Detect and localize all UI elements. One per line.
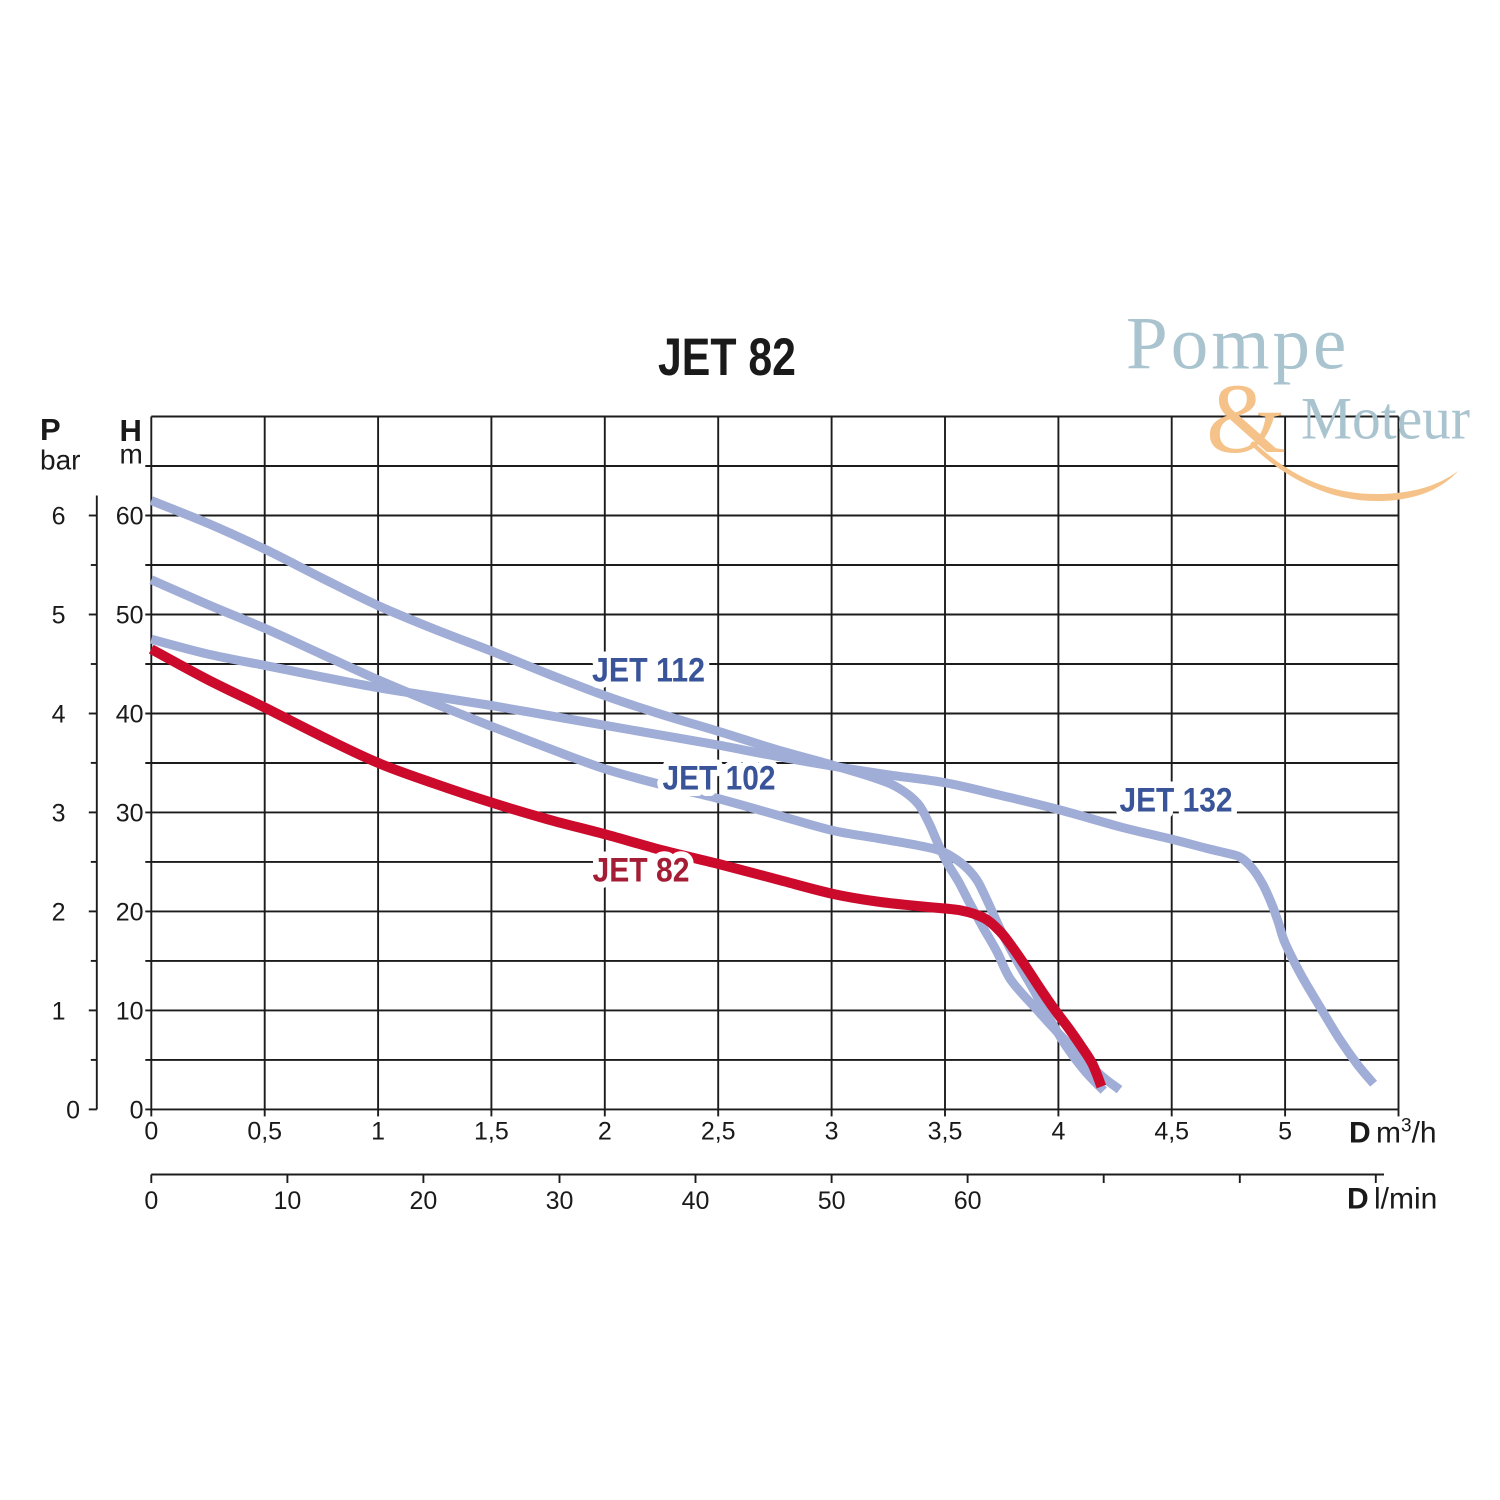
svg-text:40: 40 <box>116 701 144 729</box>
svg-text:P: P <box>40 412 61 447</box>
svg-text:3: 3 <box>825 1118 839 1146</box>
svg-text:3: 3 <box>52 799 66 827</box>
svg-text:10: 10 <box>273 1187 301 1215</box>
svg-text:3,5: 3,5 <box>928 1118 963 1146</box>
svg-text:40: 40 <box>682 1187 710 1215</box>
svg-text:2: 2 <box>52 898 66 926</box>
svg-text:D: D <box>1347 1183 1369 1216</box>
svg-text:l/min: l/min <box>1374 1183 1437 1216</box>
svg-text:0,5: 0,5 <box>247 1118 282 1146</box>
svg-text:30: 30 <box>116 799 144 827</box>
svg-text:JET 102: JET 102 <box>663 760 776 798</box>
svg-text:4: 4 <box>1051 1118 1065 1146</box>
svg-text:0: 0 <box>144 1187 158 1215</box>
svg-text:60: 60 <box>954 1187 982 1215</box>
svg-text:&: & <box>1206 363 1286 474</box>
svg-text:m: m <box>120 439 143 470</box>
svg-text:0: 0 <box>130 1096 144 1124</box>
svg-text:50: 50 <box>116 602 144 630</box>
svg-text:bar: bar <box>40 445 80 476</box>
svg-text:20: 20 <box>116 898 144 926</box>
svg-text:60: 60 <box>116 503 144 531</box>
svg-text:JET 82: JET 82 <box>658 328 796 387</box>
svg-text:10: 10 <box>116 997 144 1025</box>
svg-text:JET 82: JET 82 <box>593 852 690 890</box>
svg-text:1: 1 <box>371 1118 385 1146</box>
svg-text:JET 102: JET 102 <box>663 760 776 798</box>
svg-text:1: 1 <box>52 997 66 1025</box>
svg-text:JET 82: JET 82 <box>593 852 690 890</box>
svg-text:0: 0 <box>144 1118 158 1146</box>
svg-text:2: 2 <box>598 1118 612 1146</box>
svg-text:Pompe: Pompe <box>1126 303 1349 386</box>
svg-text:2,5: 2,5 <box>701 1118 736 1146</box>
svg-text:6: 6 <box>52 503 66 531</box>
svg-text:0: 0 <box>66 1096 80 1124</box>
svg-text:4: 4 <box>52 701 66 729</box>
svg-text:JET 132: JET 132 <box>1120 782 1233 820</box>
svg-text:D: D <box>1349 1117 1371 1150</box>
svg-text:20: 20 <box>409 1187 437 1215</box>
svg-text:5: 5 <box>1278 1118 1292 1146</box>
svg-text:4,5: 4,5 <box>1154 1118 1189 1146</box>
svg-text:JET 112: JET 112 <box>592 652 705 690</box>
svg-text:H: H <box>120 413 142 448</box>
svg-text:5: 5 <box>52 602 66 630</box>
svg-text:Moteur: Moteur <box>1301 386 1470 452</box>
svg-text:JET 132: JET 132 <box>1120 782 1233 820</box>
svg-text:30: 30 <box>546 1187 574 1215</box>
svg-text:1,5: 1,5 <box>474 1118 509 1146</box>
svg-text:50: 50 <box>818 1187 846 1215</box>
svg-text:JET 112: JET 112 <box>592 652 705 690</box>
